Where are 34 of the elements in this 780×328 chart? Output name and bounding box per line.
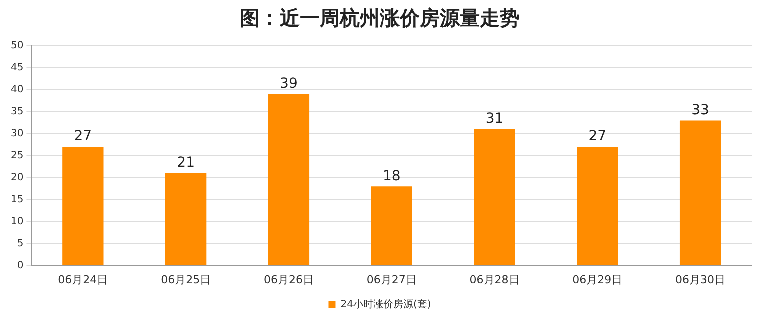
data-label: 33: [692, 102, 710, 118]
bar: [577, 147, 618, 266]
y-tick-label: 15: [10, 194, 24, 206]
x-tick-label: 06月29日: [572, 273, 623, 286]
data-label: 27: [588, 128, 607, 145]
data-label: 39: [280, 76, 298, 92]
x-tick-label: 06月26日: [264, 273, 314, 286]
data-label: 18: [382, 168, 401, 184]
bar: [62, 147, 104, 266]
y-tick-label: 25: [10, 150, 24, 162]
x-tick-label: 06月27日: [366, 273, 417, 286]
y-tick-label: 5: [17, 238, 24, 250]
y-tick-label: 10: [10, 216, 24, 228]
y-tick-label: 0: [17, 260, 24, 272]
y-tick-label: 20: [10, 172, 24, 184]
bar: [268, 94, 310, 266]
y-tick-label: 40: [10, 84, 24, 96]
x-tick-label: 06月30日: [676, 273, 726, 286]
y-tick-label: 30: [10, 128, 24, 140]
bar: [474, 130, 516, 266]
x-tick-label: 06月25日: [161, 273, 212, 286]
y-tick-label: 35: [10, 106, 24, 118]
data-label: 21: [177, 155, 195, 172]
bar: [165, 173, 207, 266]
bar: [680, 120, 722, 266]
y-tick-label: 50: [10, 40, 24, 52]
chart-title: 图：近一周杭州涨价房源量走势: [240, 6, 520, 30]
legend-label: 24小时涨价房源(套): [340, 298, 432, 311]
data-label: 27: [74, 128, 92, 145]
data-label: 31: [486, 111, 504, 128]
x-tick-label: 06月24日: [58, 273, 108, 286]
bar: [371, 186, 412, 266]
y-tick-label: 45: [10, 62, 24, 74]
x-tick-label: 06月28日: [470, 273, 520, 286]
